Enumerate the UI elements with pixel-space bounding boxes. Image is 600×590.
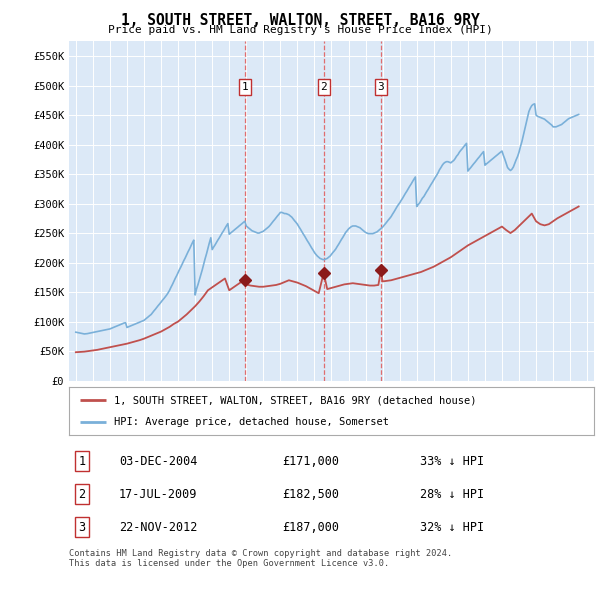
Text: 17-JUL-2009: 17-JUL-2009 bbox=[119, 487, 197, 501]
Text: 1, SOUTH STREET, WALTON, STREET, BA16 9RY: 1, SOUTH STREET, WALTON, STREET, BA16 9R… bbox=[121, 13, 479, 28]
Text: 1: 1 bbox=[79, 454, 86, 468]
Text: Contains HM Land Registry data © Crown copyright and database right 2024.
This d: Contains HM Land Registry data © Crown c… bbox=[69, 549, 452, 568]
Text: 28% ↓ HPI: 28% ↓ HPI bbox=[420, 487, 484, 501]
Text: Price paid vs. HM Land Registry's House Price Index (HPI): Price paid vs. HM Land Registry's House … bbox=[107, 25, 493, 35]
Text: 03-DEC-2004: 03-DEC-2004 bbox=[119, 454, 197, 468]
Text: 2: 2 bbox=[320, 82, 327, 92]
Text: 3: 3 bbox=[377, 82, 385, 92]
Text: 1: 1 bbox=[242, 82, 248, 92]
Text: 1, SOUTH STREET, WALTON, STREET, BA16 9RY (detached house): 1, SOUTH STREET, WALTON, STREET, BA16 9R… bbox=[113, 395, 476, 405]
Text: £182,500: £182,500 bbox=[282, 487, 339, 501]
Text: 33% ↓ HPI: 33% ↓ HPI bbox=[420, 454, 484, 468]
Text: 22-NOV-2012: 22-NOV-2012 bbox=[119, 520, 197, 534]
Text: £187,000: £187,000 bbox=[282, 520, 339, 534]
Text: HPI: Average price, detached house, Somerset: HPI: Average price, detached house, Some… bbox=[113, 417, 389, 427]
Text: 2: 2 bbox=[79, 487, 86, 501]
Text: £171,000: £171,000 bbox=[282, 454, 339, 468]
Text: 3: 3 bbox=[79, 520, 86, 534]
Text: 32% ↓ HPI: 32% ↓ HPI bbox=[420, 520, 484, 534]
